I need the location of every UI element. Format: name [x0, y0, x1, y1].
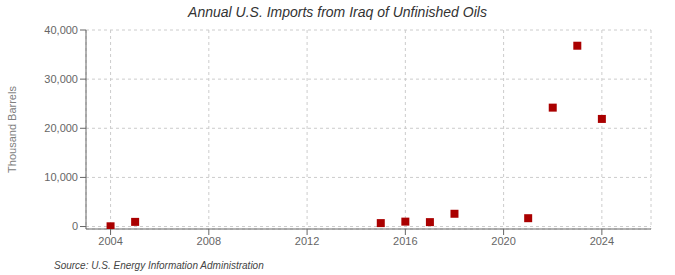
svg-text:2008: 2008	[197, 235, 221, 247]
svg-text:Thousand Barrels: Thousand Barrels	[8, 86, 18, 173]
svg-text:20,000: 20,000	[44, 122, 78, 134]
svg-text:40,000: 40,000	[44, 24, 78, 36]
svg-text:0: 0	[72, 220, 78, 232]
svg-text:2004: 2004	[98, 235, 122, 247]
svg-text:2016: 2016	[393, 235, 417, 247]
html-text:Source: U.S. Energy Informatio: Source: U.S. Energy Information Administ…	[54, 260, 264, 271]
svg-text:2020: 2020	[491, 235, 515, 247]
svg-text:2024: 2024	[590, 235, 614, 247]
svg-text:10,000: 10,000	[44, 171, 78, 183]
html-text:Annual U.S. Imports from Iraq: Annual U.S. Imports from Iraq of Unfinis…	[188, 4, 487, 20]
svg-text:30,000: 30,000	[44, 73, 78, 85]
svg-text:2012: 2012	[295, 235, 319, 247]
